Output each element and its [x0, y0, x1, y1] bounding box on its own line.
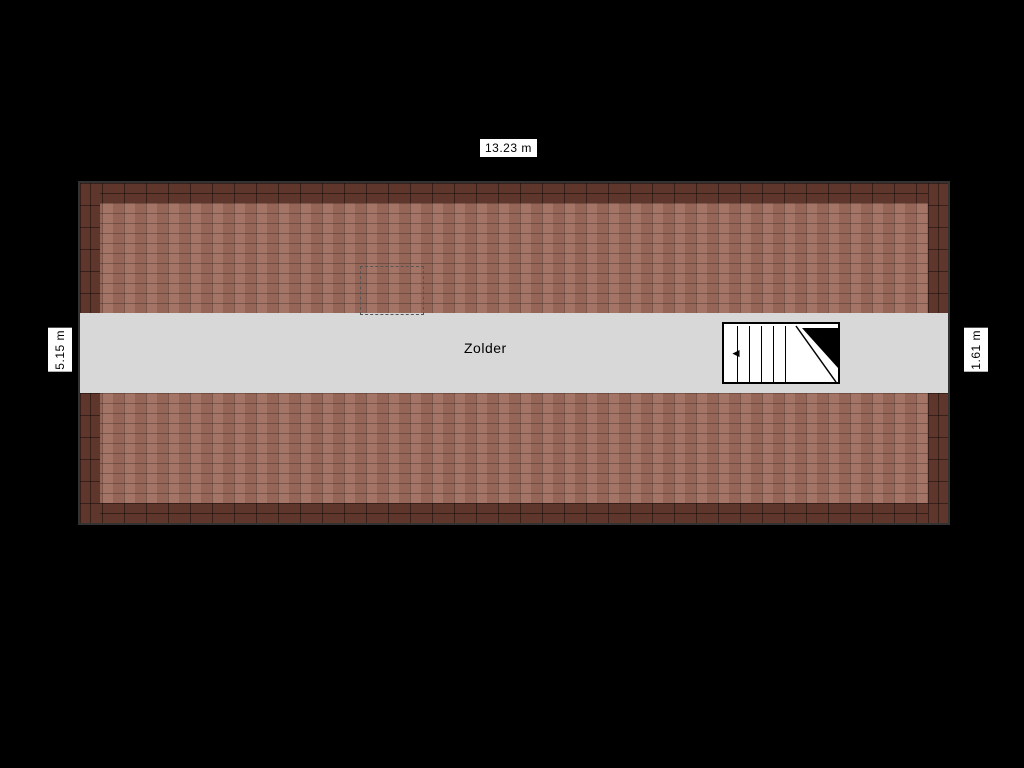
stair-direction-arrow-icon: ◄ [730, 346, 742, 360]
roof-edge-right-upper [928, 183, 948, 313]
roof-edge-bottom [80, 503, 948, 523]
room-label-zolder: Zolder [464, 340, 507, 356]
dimension-right: 1.61 m [964, 328, 988, 372]
floorplan-stage: 13.23 m 5.15 m 1.61 m ◄ [0, 0, 1024, 768]
roof-edge-right-lower [928, 393, 948, 523]
dimension-left: 5.15 m [48, 328, 72, 372]
roof-hatch [360, 266, 424, 315]
dimension-top: 13.23 m [480, 139, 537, 157]
staircase: ◄ [722, 322, 840, 384]
roof-edge-top [80, 183, 948, 203]
building-outline: ◄ [78, 181, 950, 525]
roof-edge-left-lower [80, 393, 100, 523]
roof-edge-left-upper [80, 183, 100, 313]
